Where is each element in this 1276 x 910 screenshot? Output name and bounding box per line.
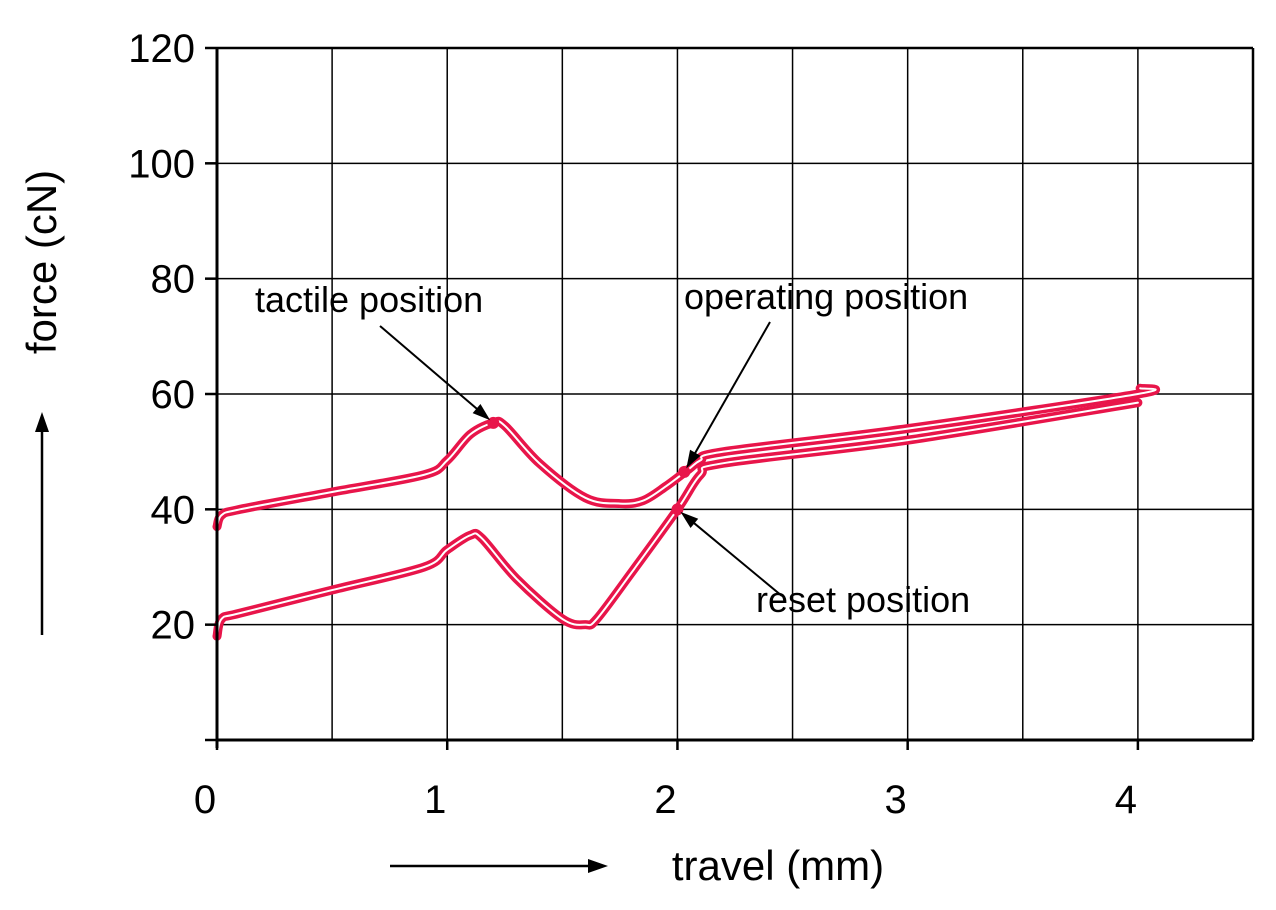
annotation-arrowhead xyxy=(680,511,699,528)
y-direction-arrow xyxy=(35,412,49,635)
annotation-label: reset position xyxy=(756,579,970,620)
axes xyxy=(205,46,1255,750)
x-tick-label: 3 xyxy=(885,778,907,822)
annotation-arrow xyxy=(690,520,783,597)
y-tick-label: 60 xyxy=(151,373,196,417)
annotation-arrowhead xyxy=(472,403,491,421)
series-layer xyxy=(212,383,1161,641)
x-tick-label: 2 xyxy=(654,778,676,822)
annotation-arrow xyxy=(692,321,771,457)
y-axis-title: force (cN) xyxy=(18,170,65,354)
x-tick-label: 1 xyxy=(424,778,446,822)
y-tick-label: 80 xyxy=(151,258,196,302)
series-line-core-1 xyxy=(216,387,1157,528)
y-tick-label: 120 xyxy=(128,27,195,71)
grid xyxy=(217,48,1253,740)
tick-labels: 20 40 60 80 100 120 0 1 2 3 4 xyxy=(128,27,1137,822)
annotation-point xyxy=(671,503,684,516)
y-tick-label: 20 xyxy=(151,604,196,648)
annotation-label: tactile position xyxy=(255,279,483,320)
annotation-label: operating position xyxy=(684,276,968,317)
series-line-1 xyxy=(212,383,1161,532)
annotation-point xyxy=(678,465,691,478)
x-tick-label: 0 xyxy=(194,778,216,822)
x-axis-title: travel (mm) xyxy=(672,842,884,889)
y-tick-label: 40 xyxy=(151,488,196,532)
x-direction-arrow xyxy=(390,859,608,873)
annotation-arrow xyxy=(379,325,481,412)
annotation-arrowhead xyxy=(686,449,701,469)
y-tick-label: 100 xyxy=(128,142,195,186)
series-line-core-2 xyxy=(216,401,1139,638)
annotation-layer: tactile position operating position reset … xyxy=(255,276,970,620)
x-tick-label: 4 xyxy=(1115,778,1137,822)
annotation-point xyxy=(487,416,500,429)
